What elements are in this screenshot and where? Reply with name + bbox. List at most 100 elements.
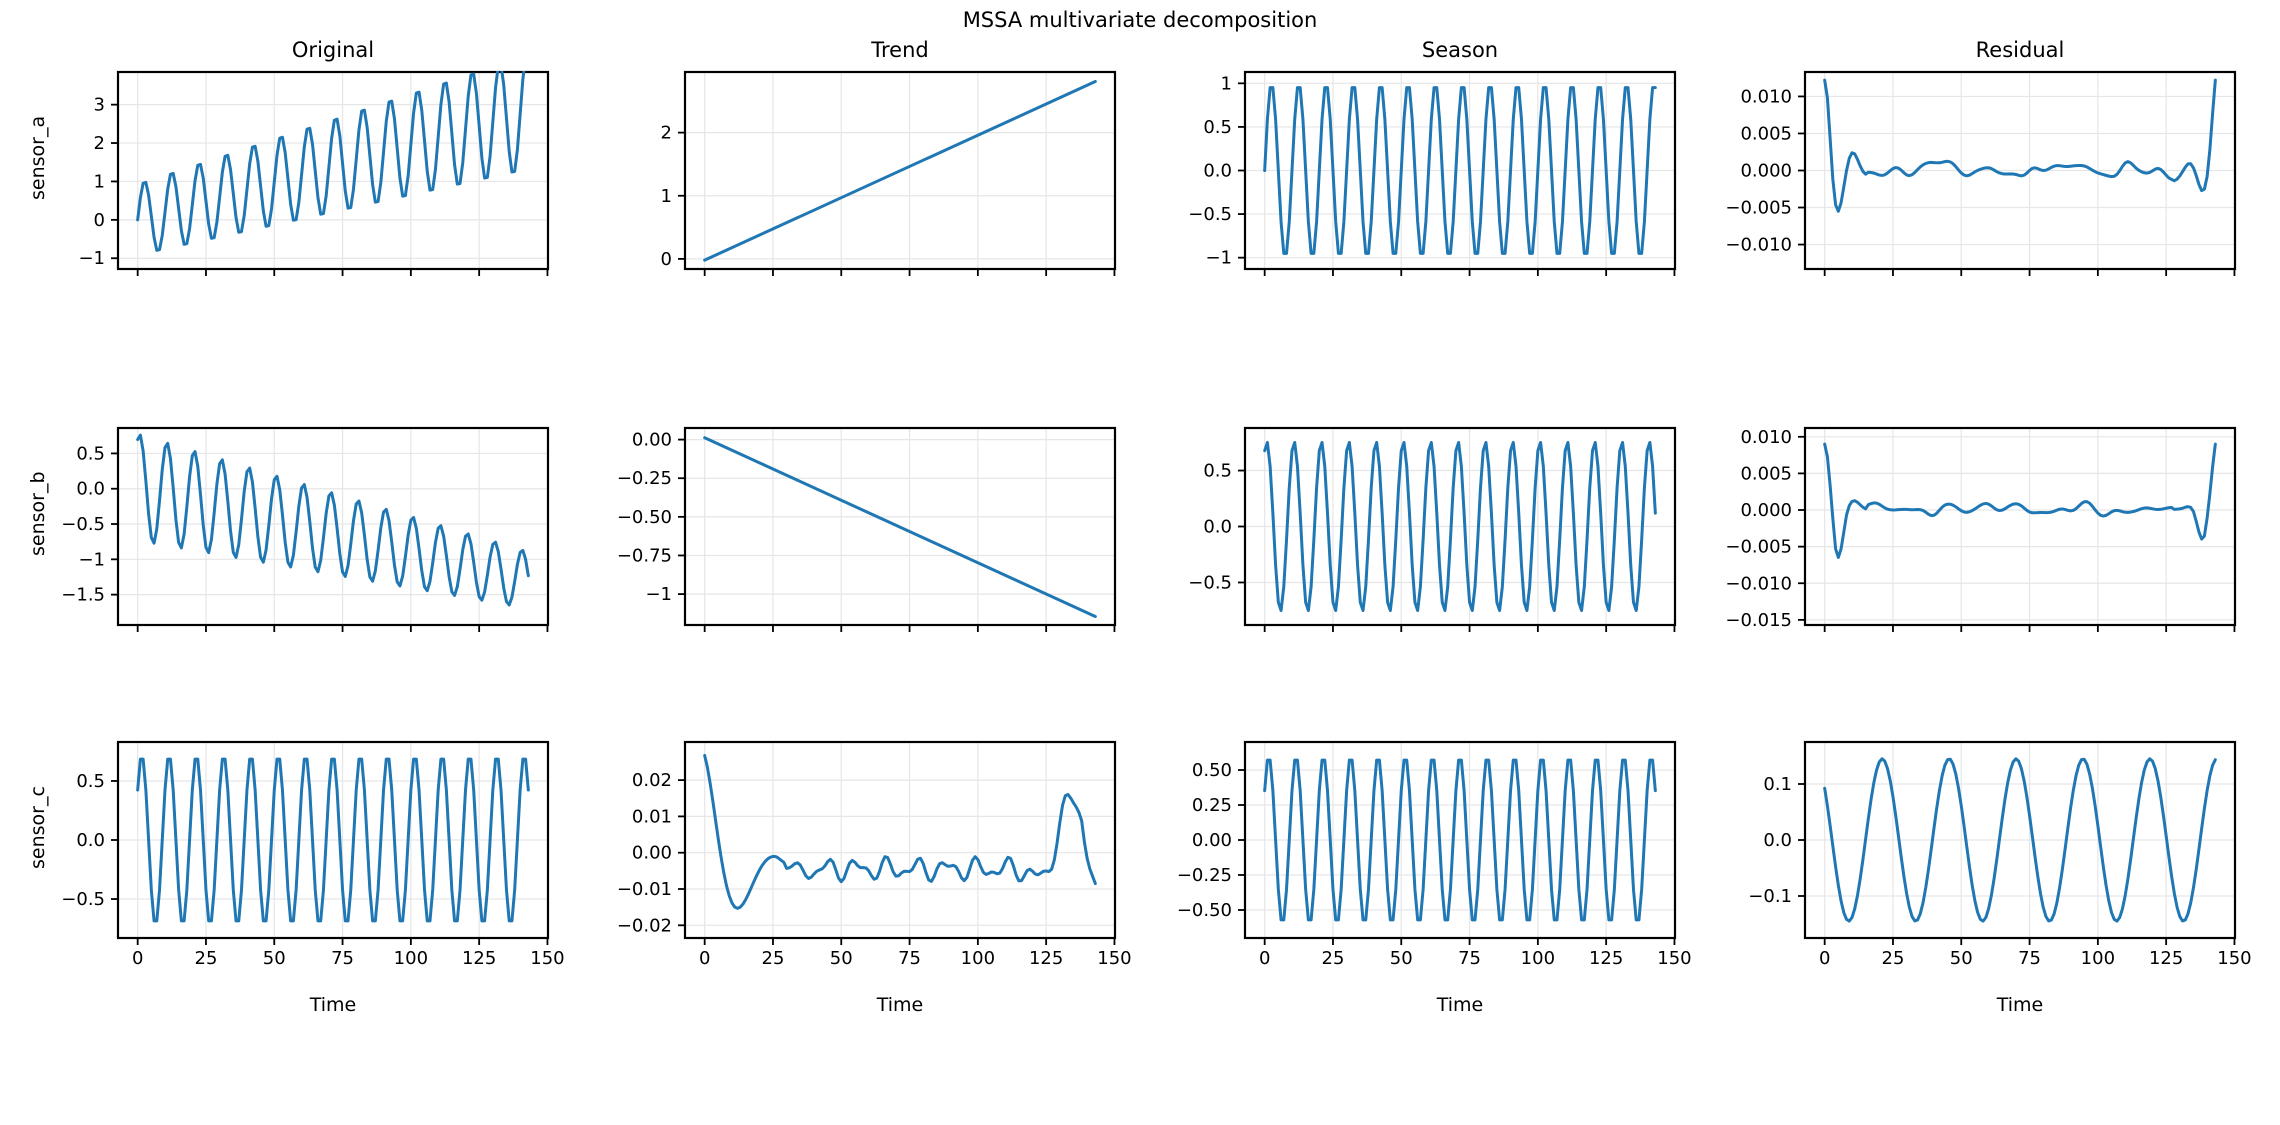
y-tick-label: 0.5 — [76, 771, 105, 792]
figure-suptitle: MSSA multivariate decomposition — [962, 8, 1318, 32]
series-line-sensor_a-residual — [1823, 78, 2217, 213]
axes-frame — [683, 740, 1117, 940]
y-tick-label: 0.010 — [1740, 427, 1792, 448]
x-tick-label: 25 — [1322, 948, 1345, 969]
column-title-trend: Trend — [871, 38, 929, 62]
series-line-sensor_c-residual — [1823, 757, 2217, 923]
y-tick-label: 3 — [94, 95, 105, 116]
y-tick-label: −0.02 — [617, 915, 672, 936]
series-line-sensor_b-season — [1263, 440, 1657, 613]
x-tick-label: 150 — [1097, 948, 1131, 969]
series-line-sensor_a-trend — [703, 79, 1097, 262]
y-tick-label: −0.75 — [617, 545, 672, 566]
y-tick-label: 0.25 — [1192, 795, 1232, 816]
series-line-sensor_b-original — [136, 433, 530, 607]
y-tick-label: 0.0 — [1203, 517, 1232, 538]
y-tick-label: −0.5 — [1188, 572, 1232, 593]
x-tick-label: 125 — [462, 948, 496, 969]
y-tick-label: −0.010 — [1725, 573, 1792, 594]
x-tick-label: 150 — [2217, 948, 2251, 969]
subplot-sensor_a-residual: −0.010 −0.005 0.000 0.005 0.010 — [1705, 60, 2265, 327]
x-tick-label: 0 — [699, 948, 710, 969]
y-tick-label: −0.50 — [1177, 900, 1232, 921]
series-line-sensor_a-season — [1263, 86, 1657, 255]
y-tick-label: −0.25 — [1177, 865, 1232, 886]
y-tick-label: −0.50 — [617, 507, 672, 528]
column-title-residual: Residual — [1975, 38, 2065, 62]
y-tick-label: 0.50 — [1192, 760, 1232, 781]
x-tick-label: 125 — [2149, 948, 2183, 969]
subplot-sensor_b-trend: −1 −0.75 −0.50 −0.25 0.00 — [585, 416, 1145, 683]
y-tick-label: 0.0 — [1763, 830, 1792, 851]
y-tick-label: 2 — [661, 123, 672, 144]
y-tick-label: −1.5 — [61, 585, 105, 606]
y-tick-label: 0.0 — [76, 479, 105, 500]
x-tick-label: 50 — [1950, 948, 1973, 969]
y-tick-label: −1 — [78, 248, 105, 269]
y-tick-label: −0.25 — [617, 468, 672, 489]
x-tick-label: 125 — [1029, 948, 1063, 969]
x-tick-label: 75 — [1458, 948, 1481, 969]
y-tick-label: −0.015 — [1725, 610, 1792, 631]
x-tick-label: 100 — [1521, 948, 1555, 969]
y-tick-label: −0.010 — [1725, 235, 1792, 256]
x-tick-label: 25 — [195, 948, 218, 969]
x-tick-label: 50 — [263, 948, 286, 969]
y-tick-label: 0.5 — [76, 443, 105, 464]
x-axis-label-original: Time — [309, 994, 357, 1016]
subplot-sensor_a-trend: 0 1 2 — [585, 60, 1145, 327]
x-tick-label: 25 — [1882, 948, 1905, 969]
subplot-sensor_b-season: −0.5 0.0 0.5 — [1145, 416, 1705, 683]
series-line-sensor_b-residual — [1823, 442, 2217, 559]
y-tick-label: 0.010 — [1740, 86, 1792, 107]
x-tick-label: 150 — [1657, 948, 1691, 969]
column-title-season: Season — [1421, 38, 1499, 62]
subplot-sensor_a-season: −1 −0.5 0.0 0.5 1 — [1145, 60, 1705, 327]
y-tick-label: 0.00 — [1192, 830, 1232, 851]
y-tick-label: 0.005 — [1740, 463, 1792, 484]
y-tick-label: 1 — [1221, 73, 1232, 94]
y-tick-label: −0.5 — [61, 889, 105, 910]
x-tick-label: 0 — [132, 948, 143, 969]
y-tick-label: 0.5 — [1203, 461, 1232, 482]
x-tick-label: 75 — [331, 948, 354, 969]
subplot-sensor_c-season: −0.50 −0.25 0.00 0.25 0.50 0 25 50 75 100 125 150 — [1145, 730, 1705, 996]
y-tick-label: −1 — [1205, 248, 1232, 269]
y-tick-label: −0.5 — [61, 514, 105, 535]
y-tick-label: −0.01 — [617, 879, 672, 900]
y-tick-label: 0.000 — [1740, 161, 1792, 182]
subplot-sensor_a-original: −1 0 1 2 3 — [18, 60, 578, 327]
column-title-original: Original — [291, 38, 375, 62]
axes-frame — [116, 740, 550, 940]
y-tick-label: 0.00 — [632, 843, 672, 864]
y-tick-label: −1 — [645, 584, 672, 605]
y-tick-label: 1 — [94, 171, 105, 192]
x-axis-label-trend: Time — [876, 994, 924, 1016]
y-tick-label: 0.5 — [1203, 117, 1232, 138]
y-tick-label: 0.01 — [632, 806, 672, 827]
y-tick-label: −0.005 — [1725, 537, 1792, 558]
series-line-sensor_a-original — [136, 71, 526, 252]
y-tick-label: 0 — [661, 249, 672, 270]
x-tick-label: 150 — [530, 948, 564, 969]
x-tick-label: 75 — [898, 948, 921, 969]
x-tick-label: 100 — [961, 948, 995, 969]
y-tick-label: 0.0 — [1203, 161, 1232, 182]
y-tick-label: 0 — [94, 210, 105, 231]
y-tick-label: 1 — [661, 186, 672, 207]
y-tick-label: −1 — [78, 549, 105, 570]
axes-frame — [683, 426, 1117, 627]
y-tick-label: 0.005 — [1740, 123, 1792, 144]
subplot-sensor_c-trend: −0.02 −0.01 0.00 0.01 0.02 0 25 50 75 100 125 150 — [585, 730, 1145, 996]
axes-frame — [1803, 426, 2237, 627]
y-tick-label: 0.000 — [1740, 500, 1792, 521]
series-line-sensor_b-trend — [703, 436, 1097, 618]
x-tick-label: 125 — [1589, 948, 1623, 969]
y-tick-label: 0.00 — [632, 430, 672, 451]
y-tick-label: −0.1 — [1748, 886, 1792, 907]
x-tick-label: 100 — [2081, 948, 2115, 969]
y-tick-label: −0.005 — [1725, 198, 1792, 219]
x-tick-label: 0 — [1819, 948, 1830, 969]
axes-frame — [116, 70, 550, 271]
subplot-sensor_b-residual: −0.015 −0.010 −0.005 0.000 0.005 0.010 — [1705, 416, 2265, 683]
